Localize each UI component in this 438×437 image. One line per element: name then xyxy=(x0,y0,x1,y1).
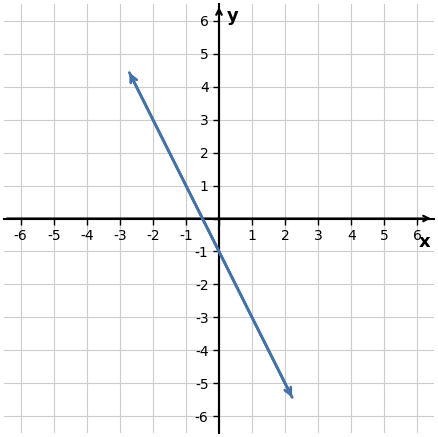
Text: y: y xyxy=(227,7,239,25)
Text: x: x xyxy=(419,233,431,251)
